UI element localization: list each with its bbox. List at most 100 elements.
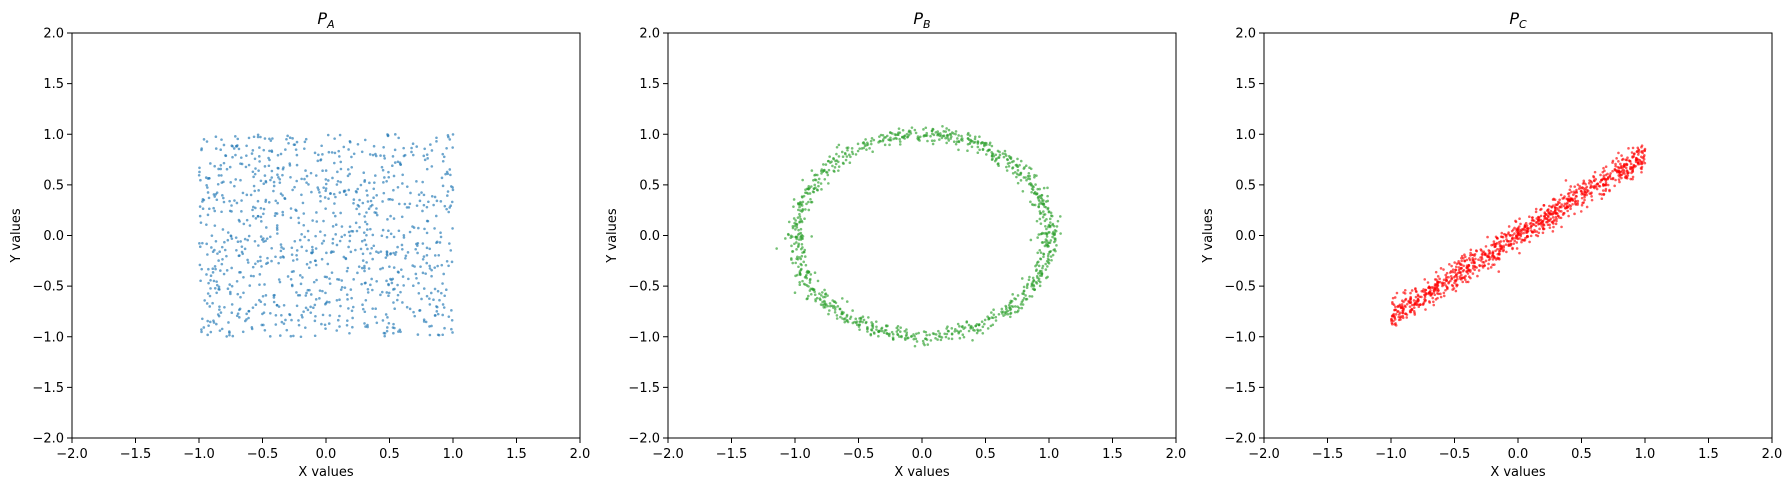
data-point bbox=[1036, 251, 1039, 255]
data-point bbox=[1016, 305, 1019, 309]
data-point bbox=[1564, 179, 1568, 182]
data-point bbox=[1054, 249, 1057, 253]
data-point bbox=[292, 143, 296, 146]
data-point bbox=[1474, 257, 1477, 261]
data-point bbox=[1560, 203, 1564, 206]
data-point bbox=[332, 192, 336, 196]
data-point bbox=[1449, 274, 1453, 278]
data-point bbox=[391, 164, 394, 168]
data-point bbox=[1608, 188, 1611, 192]
data-point bbox=[231, 155, 234, 159]
y-tick-label: −0.5 bbox=[1224, 280, 1256, 295]
data-point bbox=[830, 304, 834, 308]
data-point bbox=[1047, 261, 1051, 265]
data-point bbox=[955, 329, 959, 333]
data-point bbox=[1049, 221, 1052, 224]
data-point bbox=[874, 320, 878, 323]
data-point bbox=[1392, 312, 1396, 316]
data-point bbox=[245, 154, 248, 157]
data-point bbox=[275, 228, 279, 231]
data-point bbox=[326, 133, 330, 137]
data-point bbox=[896, 328, 900, 332]
data-point bbox=[936, 130, 939, 133]
data-point bbox=[1038, 212, 1042, 215]
data-point bbox=[415, 145, 419, 148]
data-point bbox=[789, 236, 793, 240]
data-point bbox=[445, 207, 448, 211]
data-point bbox=[367, 267, 371, 270]
data-point bbox=[391, 198, 394, 202]
data-point bbox=[278, 177, 282, 181]
data-point bbox=[275, 212, 279, 215]
data-point bbox=[404, 256, 407, 260]
data-point bbox=[843, 320, 847, 324]
data-point bbox=[292, 334, 295, 338]
data-point bbox=[891, 338, 895, 341]
data-point bbox=[450, 309, 453, 312]
data-point bbox=[1033, 203, 1037, 207]
data-point bbox=[909, 130, 912, 133]
data-point bbox=[1048, 217, 1052, 221]
data-point bbox=[1015, 164, 1019, 168]
data-point bbox=[1049, 239, 1053, 242]
data-point bbox=[976, 145, 980, 149]
data-point bbox=[207, 281, 210, 285]
x-tick-label: 0.0 bbox=[316, 447, 337, 462]
data-point bbox=[409, 191, 412, 195]
data-point bbox=[1535, 221, 1539, 224]
data-point bbox=[414, 247, 418, 251]
data-point bbox=[1049, 255, 1053, 258]
data-point bbox=[396, 283, 399, 287]
data-point bbox=[835, 317, 839, 320]
data-point bbox=[1568, 188, 1572, 192]
data-point bbox=[1436, 275, 1440, 278]
data-point bbox=[309, 293, 313, 296]
data-point bbox=[944, 130, 948, 133]
data-point bbox=[846, 146, 850, 149]
data-point bbox=[1402, 291, 1405, 294]
data-point bbox=[1466, 267, 1469, 270]
data-point bbox=[369, 252, 372, 255]
data-point bbox=[346, 298, 349, 301]
data-point bbox=[807, 285, 810, 288]
data-point bbox=[450, 200, 454, 204]
data-point bbox=[241, 330, 245, 334]
data-point bbox=[1500, 231, 1504, 235]
data-point bbox=[279, 334, 282, 337]
data-point bbox=[1005, 165, 1008, 169]
data-point bbox=[247, 163, 251, 167]
data-point bbox=[997, 164, 1000, 167]
data-point bbox=[1441, 284, 1444, 288]
data-point bbox=[799, 234, 803, 238]
data-point bbox=[1019, 159, 1023, 163]
data-point bbox=[1487, 252, 1491, 255]
data-point bbox=[402, 236, 406, 239]
data-point bbox=[282, 256, 285, 259]
data-point bbox=[290, 253, 294, 256]
data-point bbox=[1602, 174, 1606, 177]
data-point bbox=[262, 207, 266, 211]
data-point bbox=[854, 153, 858, 156]
data-point bbox=[331, 237, 335, 241]
data-point bbox=[235, 201, 239, 205]
data-point bbox=[906, 336, 909, 340]
data-point bbox=[1444, 288, 1447, 292]
data-point bbox=[253, 172, 257, 176]
data-point bbox=[240, 210, 243, 213]
data-point bbox=[956, 137, 959, 140]
data-point bbox=[229, 181, 232, 184]
data-point bbox=[1477, 258, 1480, 261]
data-point bbox=[794, 228, 797, 231]
data-point bbox=[240, 245, 244, 248]
data-point bbox=[249, 274, 253, 278]
data-point bbox=[1571, 199, 1575, 202]
data-point bbox=[1483, 264, 1486, 267]
data-point bbox=[801, 246, 804, 249]
data-point bbox=[1550, 206, 1554, 209]
data-point bbox=[944, 335, 948, 339]
data-point bbox=[1037, 277, 1041, 281]
data-point bbox=[1605, 178, 1608, 181]
x-tick-label: 0.5 bbox=[975, 447, 996, 462]
data-point bbox=[302, 310, 305, 313]
data-point bbox=[1006, 312, 1010, 316]
